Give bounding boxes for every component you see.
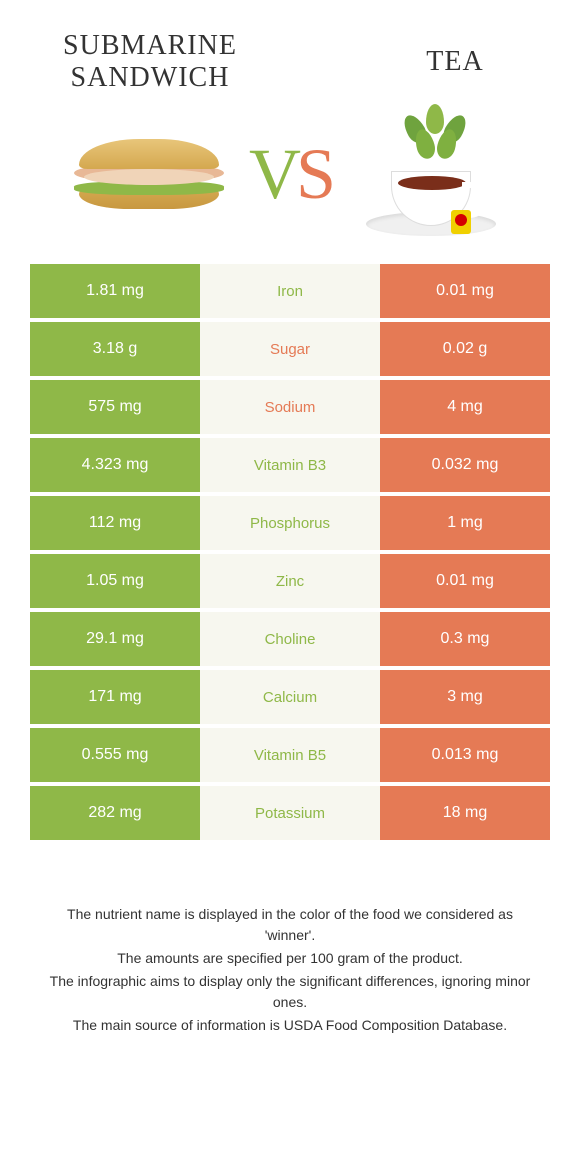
vs-label: VS (249, 133, 331, 216)
nutrient-name: Choline (200, 612, 380, 666)
nutrient-name: Phosphorus (200, 496, 380, 550)
nutrient-row: 282 mgPotassium18 mg (30, 786, 550, 840)
right-value: 18 mg (380, 786, 550, 840)
nutrient-row: 112 mgPhosphorus1 mg (30, 496, 550, 550)
nutrient-row: 4.323 mgVitamin B30.032 mg (30, 438, 550, 492)
right-value: 0.013 mg (380, 728, 550, 782)
left-value: 1.05 mg (30, 554, 200, 608)
right-value: 4 mg (380, 380, 550, 434)
left-value: 1.81 mg (30, 264, 200, 318)
left-food-title: SUBMARINE SANDWICH (50, 30, 250, 94)
nutrient-row: 1.81 mgIron0.01 mg (30, 264, 550, 318)
nutrient-name: Potassium (200, 786, 380, 840)
left-value: 3.18 g (30, 322, 200, 376)
nutrient-row: 29.1 mgCholine0.3 mg (30, 612, 550, 666)
left-value: 575 mg (30, 380, 200, 434)
footer-notes: The nutrient name is displayed in the co… (0, 844, 580, 1058)
right-value: 0.3 mg (380, 612, 550, 666)
left-value: 4.323 mg (30, 438, 200, 492)
right-value: 0.01 mg (380, 554, 550, 608)
nutrient-name: Sugar (200, 322, 380, 376)
right-value: 0.032 mg (380, 438, 550, 492)
right-value: 1 mg (380, 496, 550, 550)
nutrient-row: 1.05 mgZinc0.01 mg (30, 554, 550, 608)
nutrient-name: Vitamin B5 (200, 728, 380, 782)
left-value: 112 mg (30, 496, 200, 550)
left-value: 0.555 mg (30, 728, 200, 782)
header: SUBMARINE SANDWICH TEA (0, 0, 580, 104)
nutrient-name: Iron (200, 264, 380, 318)
vs-row: VS (0, 104, 580, 264)
left-value: 29.1 mg (30, 612, 200, 666)
nutrient-row: 0.555 mgVitamin B50.013 mg (30, 728, 550, 782)
right-value: 0.02 g (380, 322, 550, 376)
nutrient-row: 171 mgCalcium3 mg (30, 670, 550, 724)
left-value: 171 mg (30, 670, 200, 724)
left-value: 282 mg (30, 786, 200, 840)
footer-line: The amounts are specified per 100 gram o… (40, 948, 540, 969)
right-food-title: TEA (380, 46, 530, 78)
sandwich-icon (69, 114, 229, 234)
nutrient-name: Zinc (200, 554, 380, 608)
footer-line: The nutrient name is displayed in the co… (40, 904, 540, 946)
tea-icon (351, 114, 511, 234)
right-value: 3 mg (380, 670, 550, 724)
nutrient-row: 575 mgSodium4 mg (30, 380, 550, 434)
nutrient-name: Sodium (200, 380, 380, 434)
nutrient-row: 3.18 gSugar0.02 g (30, 322, 550, 376)
right-value: 0.01 mg (380, 264, 550, 318)
footer-line: The main source of information is USDA F… (40, 1015, 540, 1036)
footer-line: The infographic aims to display only the… (40, 971, 540, 1013)
nutrient-table: 1.81 mgIron0.01 mg3.18 gSugar0.02 g575 m… (30, 264, 550, 840)
nutrient-name: Vitamin B3 (200, 438, 380, 492)
nutrient-name: Calcium (200, 670, 380, 724)
